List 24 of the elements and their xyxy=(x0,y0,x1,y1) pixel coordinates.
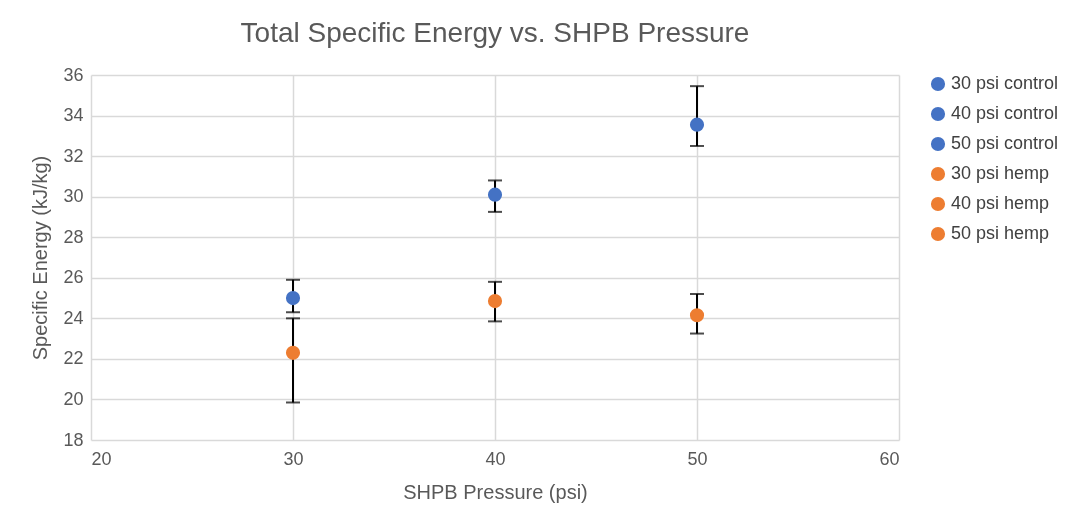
x-axis-title: SHPB Pressure (psi) xyxy=(403,480,588,503)
legend-label: 30 psi hemp xyxy=(951,163,1050,183)
legend-label: 50 psi control xyxy=(951,133,1059,153)
y-tick-label: 36 xyxy=(63,64,84,85)
legend-label: 40 psi control xyxy=(951,103,1059,123)
y-tick-label: 32 xyxy=(63,145,84,166)
y-tick-label: 30 xyxy=(63,186,84,207)
y-tick-label: 18 xyxy=(63,429,84,450)
x-tick-label: 40 xyxy=(485,448,506,469)
x-tick-label: 20 xyxy=(91,448,112,469)
y-tick-label: 26 xyxy=(63,267,84,288)
x-tick-label: 60 xyxy=(879,448,900,469)
y-tick-label: 24 xyxy=(63,307,84,328)
y-tick-label: 28 xyxy=(63,226,84,247)
y-axis-title: Specific Energy (kJ/kg) xyxy=(29,155,52,361)
x-tick-label: 30 xyxy=(283,448,304,469)
y-tick-label: 34 xyxy=(63,105,84,126)
y-tick-label: 22 xyxy=(63,348,84,369)
y-tick-label: 20 xyxy=(63,388,84,409)
legend-label: 50 psi hemp xyxy=(951,223,1050,243)
x-tick-label: 50 xyxy=(687,448,708,469)
legend-label: 40 psi hemp xyxy=(951,193,1050,213)
chart-title: Total Specific Energy vs. SHPB Pressure xyxy=(240,17,750,48)
legend-label: 30 psi control xyxy=(951,73,1059,93)
